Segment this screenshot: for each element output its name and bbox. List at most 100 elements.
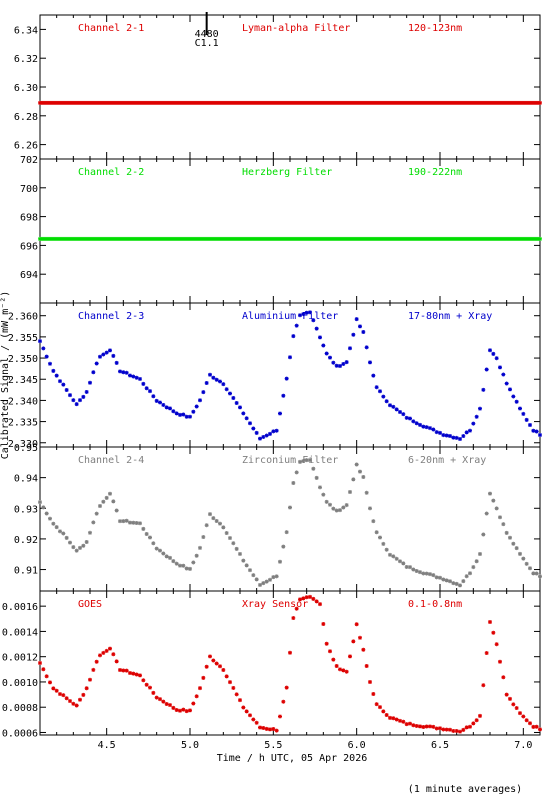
y-tick-label: 6.32	[14, 54, 38, 65]
data-point	[464, 430, 469, 435]
data-point	[291, 481, 296, 486]
data-point	[251, 426, 256, 431]
data-point	[324, 641, 329, 646]
data-point	[174, 561, 179, 566]
data-point	[344, 360, 349, 365]
data-point	[498, 365, 502, 370]
y-tick-label: 694	[20, 270, 38, 281]
data-point	[251, 717, 256, 722]
data-point	[121, 519, 126, 524]
panel-3: 2.330 2.335 2.340 2.345 2.350 2.355 2.360 Chann…	[8, 302, 542, 450]
y-tick-label: 0.94	[14, 474, 38, 485]
data-point	[171, 705, 176, 710]
data-point	[298, 459, 302, 464]
data-point	[154, 398, 159, 403]
data-point	[114, 659, 119, 664]
data-point	[398, 559, 402, 564]
flare-marker-label: C1.1	[195, 38, 219, 49]
data-point	[144, 386, 149, 391]
data-point	[84, 686, 89, 691]
data-point	[111, 499, 116, 504]
data-point	[331, 506, 336, 511]
data-point	[478, 713, 482, 718]
data-point	[344, 503, 349, 508]
panel-band-label: 17-80nm + Xray	[408, 311, 492, 322]
y-tick-label: 6.28	[14, 112, 38, 123]
data-point	[481, 387, 486, 392]
data-point	[281, 544, 286, 549]
data-point	[188, 708, 192, 713]
data-point	[231, 685, 236, 690]
data-point	[48, 680, 52, 685]
data-point	[454, 435, 459, 440]
data-point	[64, 535, 69, 540]
data-point	[244, 416, 249, 421]
data-point	[194, 404, 199, 409]
data-point	[441, 433, 446, 438]
data-point	[214, 661, 219, 666]
data-point	[428, 724, 432, 729]
data-point	[351, 477, 356, 482]
data-point	[428, 572, 432, 577]
data-point	[448, 579, 452, 584]
data-point	[38, 661, 42, 666]
data-point	[354, 622, 359, 627]
data-point	[401, 561, 406, 566]
data-point	[74, 703, 79, 708]
data-point	[268, 577, 272, 582]
data-point	[181, 412, 186, 417]
data-point	[178, 563, 182, 568]
data-point	[328, 355, 332, 360]
data-point	[521, 556, 526, 561]
data-point	[234, 692, 239, 697]
data-point	[191, 560, 196, 565]
data-point	[538, 574, 542, 579]
data-point	[134, 520, 139, 525]
data-point	[124, 370, 129, 375]
y-tick-label: 2.340	[8, 396, 38, 407]
data-point	[264, 579, 269, 584]
data-point	[451, 435, 456, 440]
data-point	[461, 727, 466, 732]
data-point	[451, 581, 456, 586]
y-tick-label: 0.93	[14, 504, 38, 515]
data-point	[534, 724, 539, 729]
data-point	[411, 567, 416, 572]
data-point	[251, 573, 256, 578]
data-point	[208, 372, 212, 377]
data-point	[41, 505, 46, 510]
data-point	[364, 490, 369, 495]
data-point	[241, 411, 246, 416]
data-point	[261, 581, 266, 586]
data-point	[238, 405, 242, 410]
data-point	[168, 703, 172, 708]
data-point	[191, 701, 196, 706]
data-point	[494, 506, 499, 511]
data-point	[358, 635, 362, 640]
data-point	[218, 664, 222, 669]
data-point	[194, 553, 199, 558]
y-tick-label: 0.92	[14, 535, 38, 546]
data-point	[374, 702, 379, 707]
data-point	[78, 545, 82, 550]
data-point	[431, 724, 436, 729]
data-point	[111, 652, 116, 657]
data-point	[211, 375, 216, 380]
data-point	[361, 647, 366, 652]
data-point	[128, 520, 132, 525]
data-point	[424, 724, 429, 729]
data-point	[288, 505, 292, 510]
data-point	[261, 434, 266, 439]
data-point	[274, 428, 279, 433]
data-point	[391, 716, 396, 721]
data-point	[138, 673, 142, 678]
data-point	[494, 642, 499, 647]
data-point	[161, 699, 166, 704]
data-point	[101, 499, 106, 504]
data-point	[181, 563, 186, 568]
x-tick-label: 5.5	[264, 740, 282, 751]
data-point	[518, 551, 522, 556]
data-point	[391, 554, 396, 559]
data-point	[201, 390, 206, 395]
